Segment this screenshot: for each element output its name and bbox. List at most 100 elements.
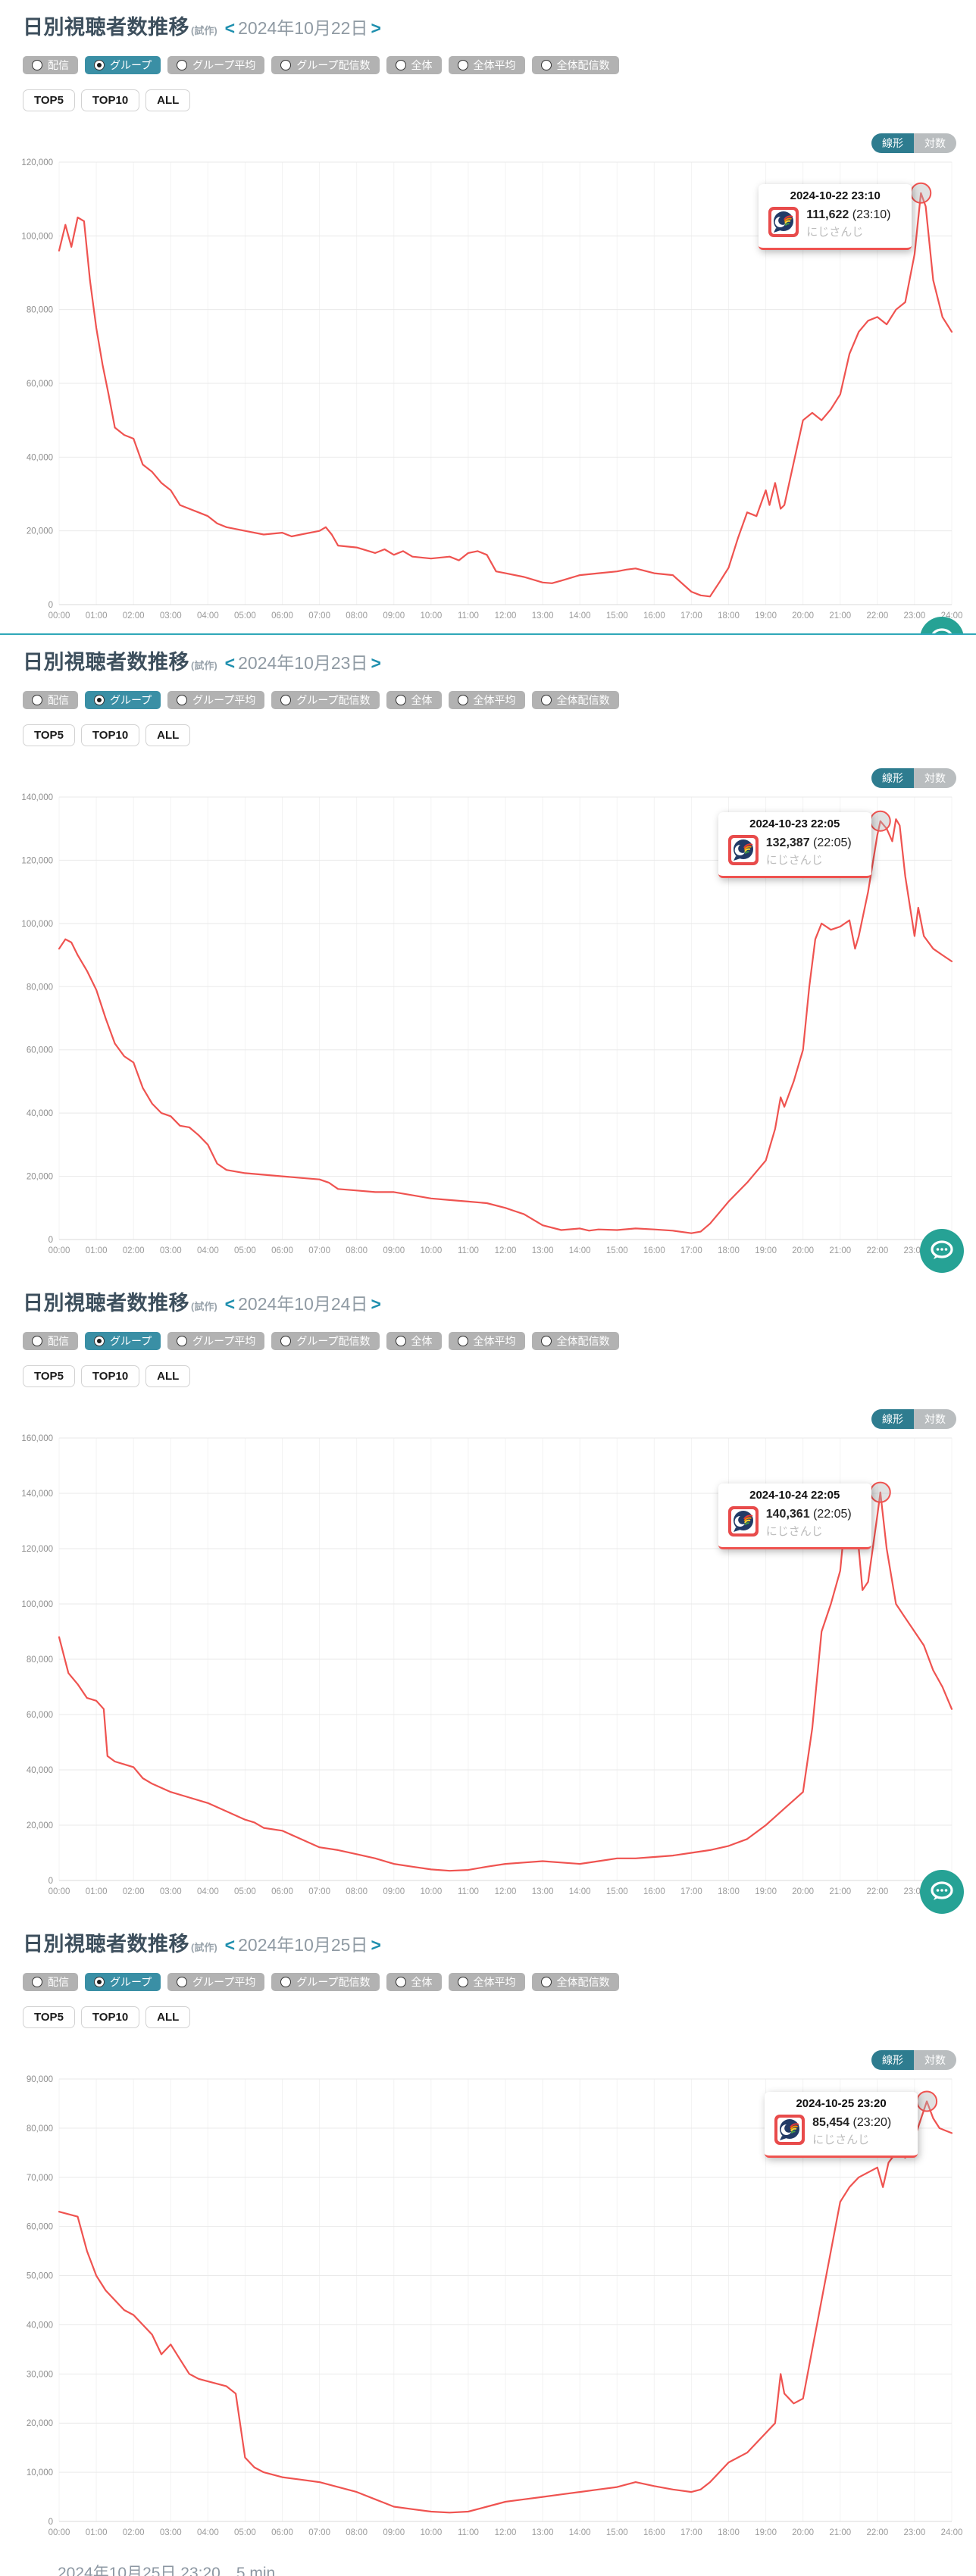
radio-icon (540, 1977, 552, 1987)
svg-text:23:00: 23:00 (904, 2528, 926, 2537)
svg-text:120,000: 120,000 (21, 1545, 53, 1554)
chart-canvas[interactable]: 00:00 01:00 02:00 03:00 04:00 05:00 06:00 07:00… (0, 2068, 976, 2542)
chart-canvas[interactable]: 00:00 01:00 02:00 03:00 04:00 05:00 06:00 07:00… (0, 1427, 976, 1901)
metric-radio-4[interactable]: 全体 (386, 1973, 442, 1991)
metric-radio-3[interactable]: グループ配信数 (271, 1973, 380, 1991)
svg-text:23:00: 23:00 (904, 611, 926, 621)
svg-text:19:00: 19:00 (755, 611, 777, 621)
metric-radio-1[interactable]: グループ (85, 1973, 161, 1991)
tab-all[interactable]: ALL (145, 2006, 191, 2028)
tab-top5[interactable]: TOP5 (23, 1365, 75, 1387)
metric-radio-0[interactable]: 配信 (23, 691, 78, 709)
tab-all[interactable]: ALL (145, 89, 191, 111)
tooltip-group-name: にじさんじ (765, 853, 823, 867)
metric-radio-0[interactable]: 配信 (23, 1973, 78, 1991)
prev-day-arrow[interactable]: < (224, 18, 236, 38)
tab-all[interactable]: ALL (145, 1365, 191, 1387)
date-label: 2024年10月23日 (238, 653, 368, 673)
next-day-arrow[interactable]: > (371, 18, 381, 38)
prev-day-arrow[interactable]: < (224, 1294, 236, 1314)
line-chart[interactable]: 00:00 01:00 02:00 03:00 04:00 05:00 06:00 07:00… (0, 152, 976, 625)
linear-scale-toggle[interactable]: 線形 (871, 133, 914, 153)
metric-radio-4[interactable]: 全体 (386, 1332, 442, 1350)
metric-radio-label: グループ配信数 (296, 1976, 371, 1988)
svg-text:19:00: 19:00 (755, 1246, 777, 1255)
metric-radio-6[interactable]: 全体配信数 (531, 1973, 619, 1991)
metric-radio-3[interactable]: グループ配信数 (271, 691, 380, 709)
page-title: 日別視聴者数推移 (23, 16, 189, 39)
next-day-arrow[interactable]: > (371, 1294, 381, 1314)
prev-day-arrow[interactable]: < (224, 653, 236, 673)
prev-day-arrow[interactable]: < (224, 1935, 236, 1955)
feedback-fab-button[interactable] (920, 1870, 964, 1914)
linear-scale-toggle[interactable]: 線形 (871, 1409, 914, 1429)
metric-radio-3[interactable]: グループ配信数 (271, 56, 380, 74)
metric-radio-2[interactable]: グループ平均 (167, 1332, 265, 1350)
line-chart[interactable]: 00:00 01:00 02:00 03:00 04:00 05:00 06:00 07:00… (0, 2068, 976, 2542)
daily-viewers-panel: 日別視聴者数推移 (試作) < 2024年10月22日 > 配信 グループ グループ… (0, 0, 976, 635)
linear-scale-toggle[interactable]: 線形 (871, 768, 914, 788)
metric-radio-4[interactable]: 全体 (386, 56, 442, 74)
radio-icon (540, 1336, 552, 1346)
metric-radio-0[interactable]: 配信 (23, 1332, 78, 1350)
svg-text:40,000: 40,000 (27, 1766, 53, 1775)
log-scale-toggle[interactable]: 対数 (914, 133, 956, 153)
log-scale-toggle[interactable]: 対数 (914, 768, 956, 788)
svg-text:17:00: 17:00 (680, 1887, 702, 1896)
svg-text:06:00: 06:00 (271, 611, 293, 621)
next-day-arrow[interactable]: > (371, 1935, 381, 1955)
tab-top10[interactable]: TOP10 (80, 1365, 140, 1387)
line-chart[interactable]: 00:00 01:00 02:00 03:00 04:00 05:00 06:00 07:00… (0, 786, 976, 1260)
svg-text:40,000: 40,000 (27, 2321, 53, 2330)
svg-text:10:00: 10:00 (420, 611, 442, 621)
metric-radio-6[interactable]: 全体配信数 (531, 56, 619, 74)
tab-top10[interactable]: TOP10 (80, 724, 140, 746)
metric-radio-5[interactable]: 全体平均 (448, 1973, 525, 1991)
svg-text:00:00: 00:00 (48, 611, 70, 621)
svg-text:18:00: 18:00 (718, 1887, 740, 1896)
page-title: 日別視聴者数推移 (23, 651, 189, 674)
metric-radio-5[interactable]: 全体平均 (448, 1332, 525, 1350)
chart-tooltip: 2024-10-24 22:05 (718, 1483, 871, 1549)
svg-text:21:00: 21:00 (829, 611, 851, 621)
metric-radio-label: 配信 (48, 694, 69, 706)
linear-scale-toggle[interactable]: 線形 (871, 2050, 914, 2070)
svg-text:14:00: 14:00 (569, 1887, 591, 1896)
tab-top5[interactable]: TOP5 (23, 724, 75, 746)
svg-text:10:00: 10:00 (420, 1246, 442, 1255)
metric-radio-5[interactable]: 全体平均 (448, 56, 525, 74)
svg-text:02:00: 02:00 (123, 2528, 145, 2537)
tab-all[interactable]: ALL (145, 724, 191, 746)
log-scale-toggle[interactable]: 対数 (914, 1409, 956, 1429)
tab-top5[interactable]: TOP5 (23, 2006, 75, 2028)
metric-radio-1[interactable]: グループ (85, 691, 161, 709)
svg-text:20,000: 20,000 (27, 1821, 53, 1830)
metric-radio-2[interactable]: グループ平均 (167, 691, 265, 709)
tab-top10[interactable]: TOP10 (80, 89, 140, 111)
svg-text:01:00: 01:00 (86, 611, 108, 621)
metric-radio-2[interactable]: グループ平均 (167, 1973, 265, 1991)
log-scale-toggle[interactable]: 対数 (914, 2050, 956, 2070)
line-chart[interactable]: 00:00 01:00 02:00 03:00 04:00 05:00 06:00 07:00… (0, 1427, 976, 1901)
metric-radio-4[interactable]: 全体 (386, 691, 442, 709)
metric-radio-1[interactable]: グループ (85, 56, 161, 74)
feedback-fab-button[interactable] (920, 617, 964, 633)
feedback-fab-button[interactable] (920, 1229, 964, 1273)
svg-text:21:00: 21:00 (829, 1887, 851, 1896)
next-day-arrow[interactable]: > (371, 653, 381, 673)
svg-text:20,000: 20,000 (27, 2419, 53, 2428)
metric-radio-3[interactable]: グループ配信数 (271, 1332, 380, 1350)
svg-text:11:00: 11:00 (458, 611, 479, 621)
metric-radio-5[interactable]: 全体平均 (448, 691, 525, 709)
metric-radio-6[interactable]: 全体配信数 (531, 1332, 619, 1350)
tab-top10[interactable]: TOP10 (80, 2006, 140, 2028)
chart-canvas[interactable]: 00:00 01:00 02:00 03:00 04:00 05:00 06:00 07:00… (0, 152, 976, 625)
metric-radio-6[interactable]: 全体配信数 (531, 691, 619, 709)
metric-radio-1[interactable]: グループ (85, 1332, 161, 1350)
tab-top5[interactable]: TOP5 (23, 89, 75, 111)
metric-radio-0[interactable]: 配信 (23, 56, 78, 74)
svg-text:05:00: 05:00 (234, 1887, 256, 1896)
svg-text:10:00: 10:00 (420, 2528, 442, 2537)
metric-radio-2[interactable]: グループ平均 (167, 56, 265, 74)
tooltip-group-name: にじさんじ (806, 225, 864, 239)
